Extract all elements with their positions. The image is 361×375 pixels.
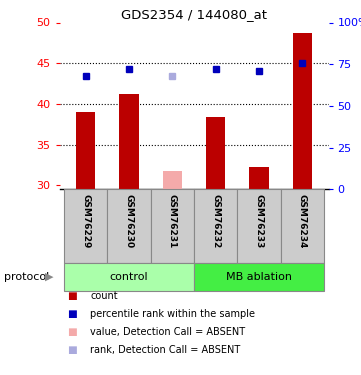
Text: value, Detection Call = ABSENT: value, Detection Call = ABSENT [90, 327, 245, 337]
Text: GSM76233: GSM76233 [255, 195, 264, 249]
Bar [119, 94, 139, 189]
Text: protocol: protocol [4, 272, 49, 282]
Bar [151, 189, 194, 262]
Text: rank, Detection Call = ABSENT: rank, Detection Call = ABSENT [90, 345, 240, 355]
Title: GDS2354 / 144080_at: GDS2354 / 144080_at [121, 8, 267, 21]
Bar [194, 262, 324, 291]
Bar [238, 189, 281, 262]
Text: GSM76231: GSM76231 [168, 195, 177, 249]
Bar [162, 171, 182, 189]
Text: ■: ■ [67, 345, 77, 355]
Text: ▶: ▶ [45, 272, 54, 282]
Bar [281, 189, 324, 262]
Bar [64, 262, 194, 291]
Text: GSM76229: GSM76229 [81, 195, 90, 249]
Text: GSM76234: GSM76234 [298, 195, 307, 249]
Bar [206, 117, 226, 189]
Text: ■: ■ [67, 291, 77, 301]
Bar [107, 189, 151, 262]
Text: control: control [110, 272, 148, 282]
Text: GSM76232: GSM76232 [211, 195, 220, 249]
Text: GSM76230: GSM76230 [125, 195, 134, 249]
Text: count: count [90, 291, 118, 301]
Bar [76, 112, 95, 189]
Bar [249, 167, 269, 189]
Text: percentile rank within the sample: percentile rank within the sample [90, 309, 255, 319]
Bar [64, 189, 107, 262]
Text: ■: ■ [67, 309, 77, 319]
Text: MB ablation: MB ablation [226, 272, 292, 282]
Bar [194, 189, 238, 262]
Bar [293, 33, 312, 189]
Text: ■: ■ [67, 327, 77, 337]
